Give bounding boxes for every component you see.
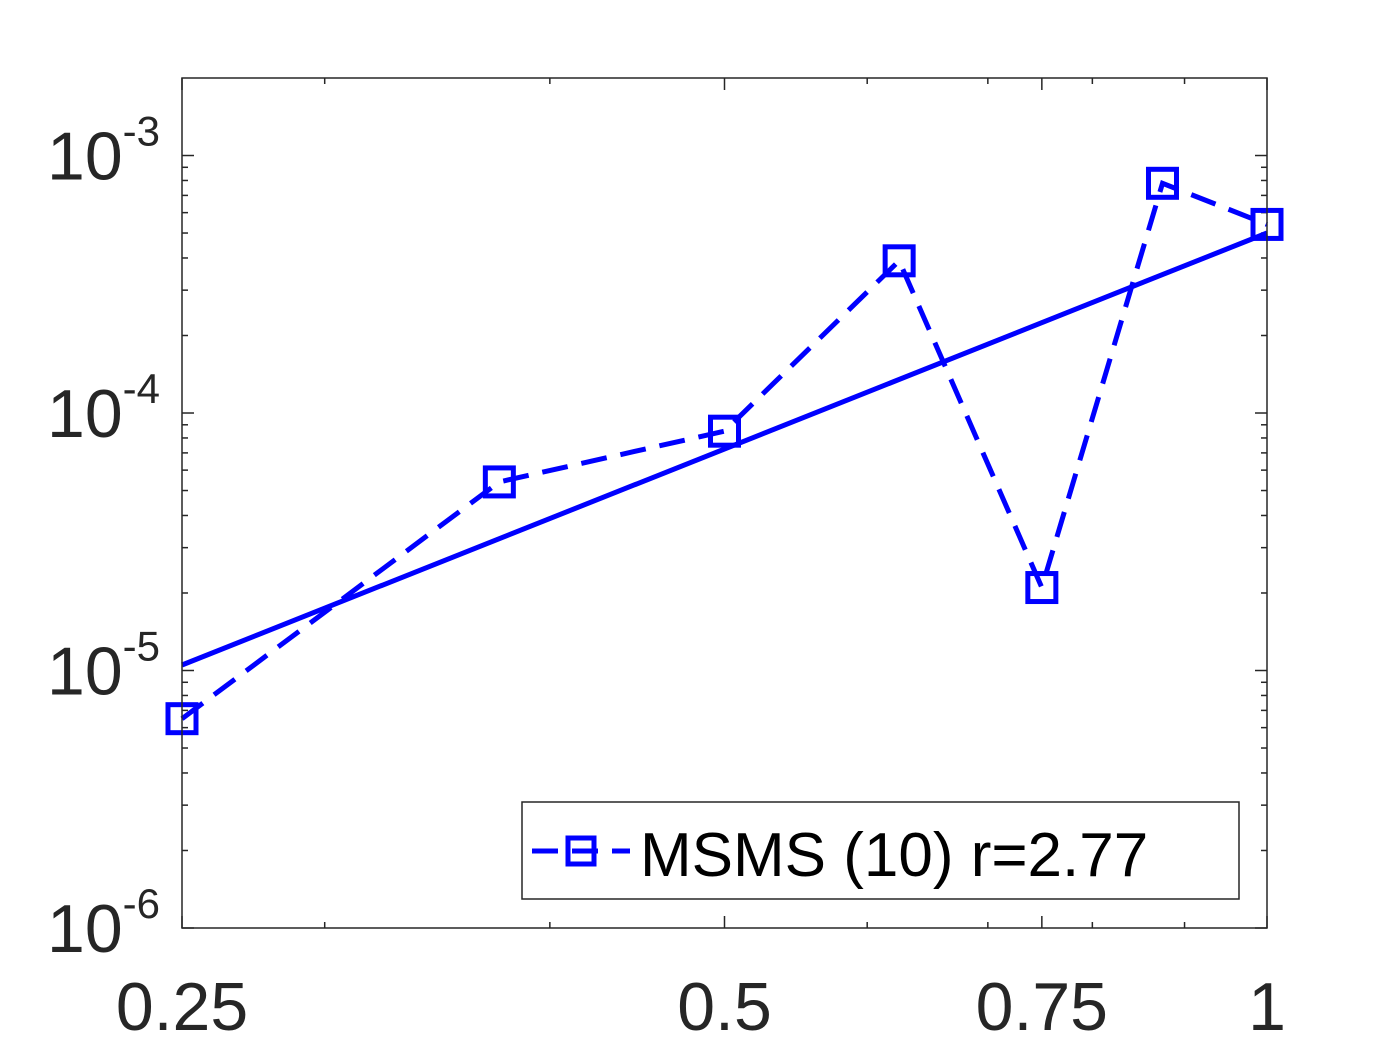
- data-point-marker: [1145, 166, 1179, 200]
- x-tick-label: 0.25: [116, 969, 248, 1045]
- series-line-dashed: [180, 179, 1268, 721]
- x-tick-labels: 0.25 0.5 0.75 1: [116, 969, 1286, 1045]
- data-point-marker: [708, 414, 741, 448]
- data-point-marker: [882, 244, 916, 278]
- legend-entry-label: MSMS (10) r=2.77: [640, 821, 1148, 890]
- plot-area: [182, 78, 1267, 928]
- y-tick-label: 10-4: [47, 365, 160, 452]
- legend: MSMS (10) r=2.77: [521, 801, 1240, 900]
- y-tick-label: 10-3: [47, 108, 160, 195]
- y-tick-label-base: 10: [47, 376, 123, 452]
- y-tick-label-base: 10: [47, 119, 123, 195]
- legend-marker-sample: [565, 835, 597, 867]
- series-layer: [165, 166, 1284, 736]
- y-tick-label-exponent: -6: [123, 880, 160, 927]
- y-tick-label: 10-5: [47, 623, 160, 710]
- plot-frame: [181, 77, 1268, 929]
- data-point-marker: [482, 465, 516, 499]
- y-tick-label-exponent: -4: [123, 365, 160, 412]
- x-tick-label: 1: [1248, 969, 1286, 1045]
- y-tick-label-base: 10: [47, 634, 123, 710]
- series-fit-line: [181, 230, 1268, 668]
- minor-ticks: [182, 78, 1267, 928]
- data-point-marker: [1025, 571, 1059, 605]
- x-tick-label: 0.5: [677, 969, 772, 1045]
- legend-box: [521, 801, 1240, 900]
- x-tick-label: 0.75: [976, 969, 1108, 1045]
- y-tick-label: 10-6: [47, 880, 160, 967]
- y-tick-label-base: 10: [47, 891, 123, 967]
- y-tick-labels: 10-610-510-410-3: [47, 108, 160, 967]
- y-tick-label-exponent: -5: [123, 623, 160, 670]
- y-tick-label-exponent: -3: [123, 108, 160, 155]
